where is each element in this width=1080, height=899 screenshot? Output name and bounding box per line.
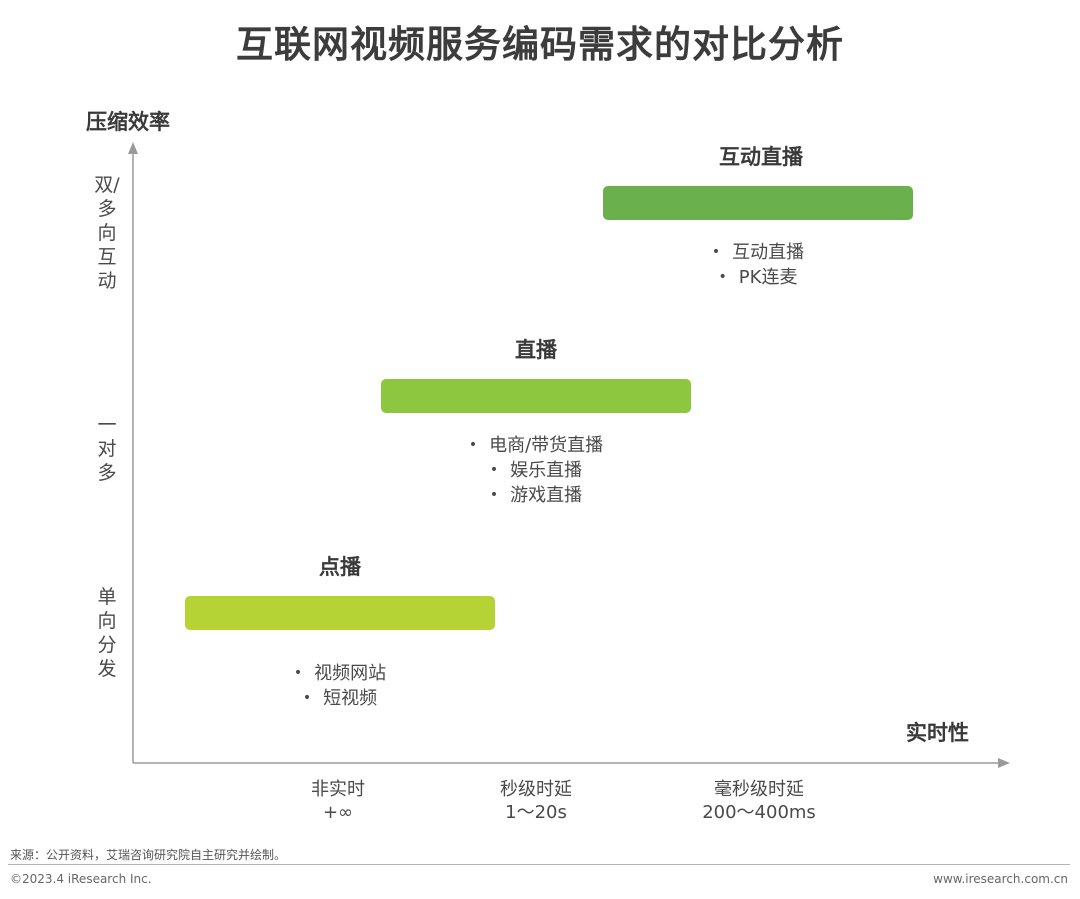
x-tick-value: +∞ <box>322 802 354 823</box>
service-bar-interactive-live <box>603 186 913 220</box>
service-bar-vod <box>185 596 495 630</box>
page-title: 互联网视频服务编码需求的对比分析 <box>236 23 844 66</box>
y-level-one-to-many: 一对多 <box>97 414 117 484</box>
y-level-interactive: 双/多向互动 <box>94 174 120 292</box>
list-item: PK连麦 <box>608 265 908 290</box>
website: www.iresearch.com.cn <box>933 872 1068 886</box>
service-examples-live: 电商/带货直播 娱乐直播 游戏直播 <box>386 433 686 508</box>
x-tick-value: 1～20s <box>505 802 567 823</box>
x-tick-name: 秒级时延 <box>500 779 572 800</box>
x-tick-name: 非实时 <box>311 779 365 800</box>
y-level-one-way: 单向分发 <box>97 586 117 680</box>
service-examples-vod: 视频网站 短视频 <box>190 661 490 711</box>
y-axis-arrow <box>128 142 138 154</box>
y-axis-title: 压缩效率 <box>86 110 170 134</box>
x-tick-value: 200～400ms <box>702 802 816 823</box>
list-item: 娱乐直播 <box>386 458 686 483</box>
list-item: 游戏直播 <box>386 483 686 508</box>
x-tick-non-realtime: 非实时 +∞ <box>238 778 438 824</box>
service-label-vod: 点播 <box>319 555 361 579</box>
service-label-interactive-live: 互动直播 <box>719 145 803 169</box>
source-note: 来源：公开资料，艾瑞咨询研究院自主研究并绘制。 <box>10 848 287 862</box>
service-label-live: 直播 <box>515 338 557 362</box>
service-bar-live <box>381 379 691 413</box>
x-axis-title: 实时性 <box>906 721 969 745</box>
x-axis-arrow <box>998 758 1010 768</box>
x-tick-millisecond-latency: 毫秒级时延 200～400ms <box>659 778 859 824</box>
footer-divider <box>8 864 1070 865</box>
list-item: 电商/带货直播 <box>386 433 686 458</box>
list-item: 视频网站 <box>190 661 490 686</box>
service-examples-interactive-live: 互动直播 PK连麦 <box>608 240 908 290</box>
x-tick-name: 毫秒级时延 <box>714 779 804 800</box>
list-item: 短视频 <box>190 686 490 711</box>
list-item: 互动直播 <box>608 240 908 265</box>
copyright: ©2023.4 iResearch Inc. <box>10 872 152 886</box>
x-tick-second-latency: 秒级时延 1～20s <box>436 778 636 824</box>
